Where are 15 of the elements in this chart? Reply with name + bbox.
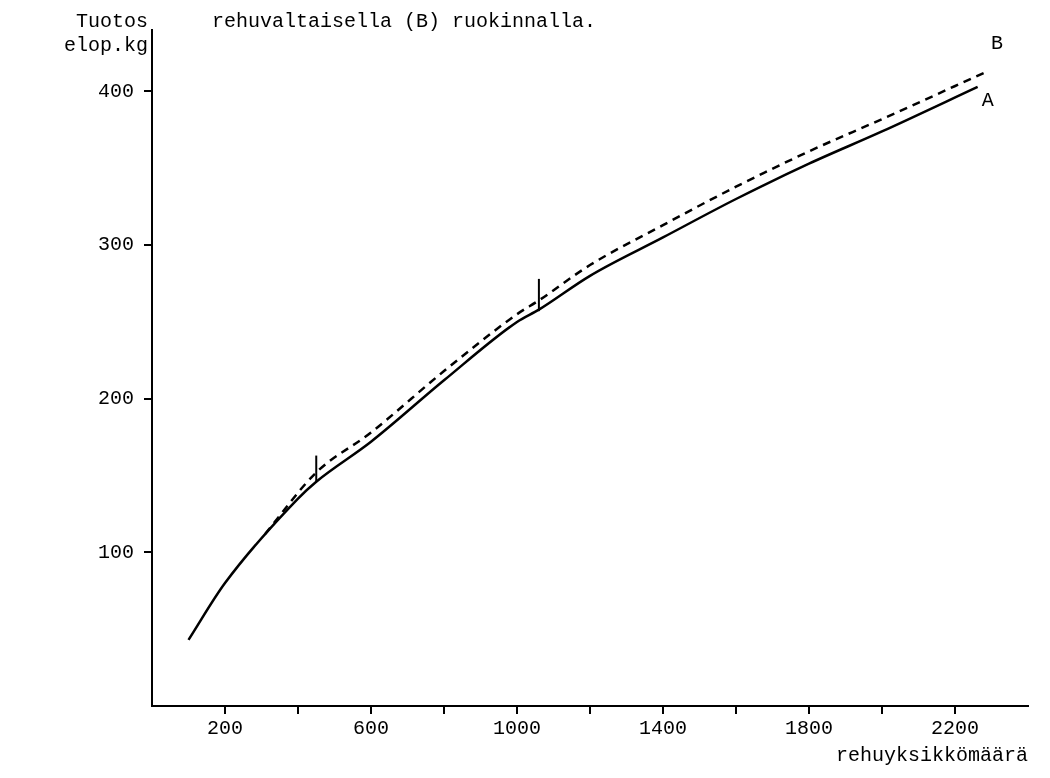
y-tick-label: 400 [97, 79, 134, 103]
x-tick-label: 1800 [784, 717, 834, 741]
y-tick-label: 300 [97, 233, 134, 257]
chart-title: rehuvaltaisella (B) ruokinnalla. [212, 10, 597, 34]
series-label: A [981, 89, 994, 113]
x-tick-label: 2200 [930, 717, 980, 741]
x-tick-label: 600 [352, 717, 390, 741]
x-tick-label: 1000 [492, 717, 542, 741]
series-label: B [991, 31, 1004, 55]
x-axis-title: rehuyksikkömäärä [835, 744, 1028, 768]
y-tick-label: 200 [97, 387, 134, 411]
y-axis-title: Tuotos elop.kg [63, 10, 148, 58]
x-tick-label: 200 [206, 717, 244, 741]
y-tick-label: 100 [97, 540, 134, 564]
x-tick-label: 1400 [638, 717, 688, 741]
